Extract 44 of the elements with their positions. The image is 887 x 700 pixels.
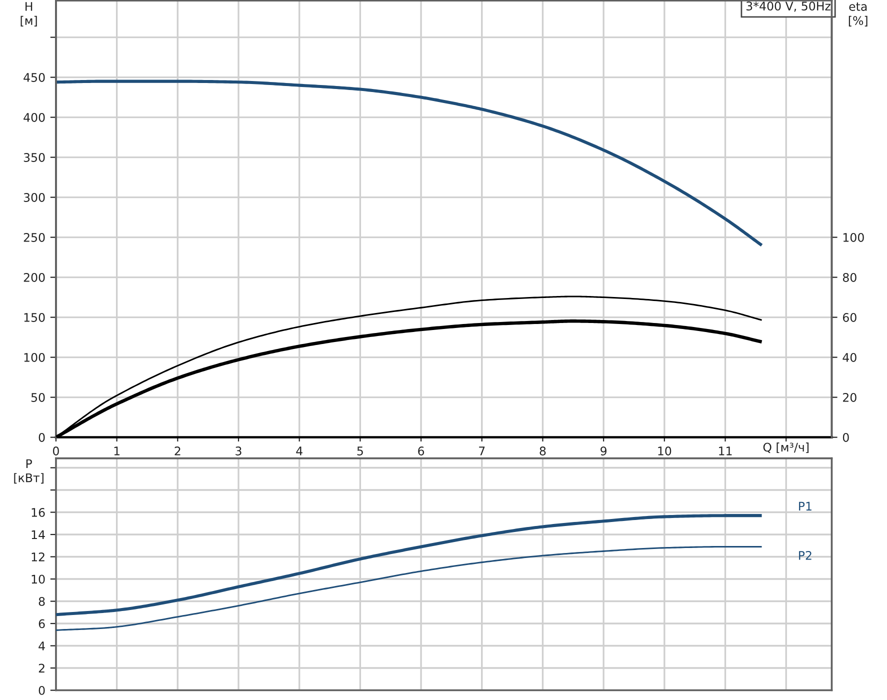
y-axis-title: H [м] [20, 2, 37, 26]
y-tick-label: 10 [32, 574, 45, 584]
x-tick-label: 6 [418, 446, 424, 456]
x-tick-label: 3 [236, 446, 242, 456]
x-tick-label: 0 [52, 446, 59, 456]
y-tick-label: 0 [38, 433, 45, 442]
annotation: 3*400 V, 50Hz [746, 2, 830, 12]
y-tick-label: 6 [38, 619, 45, 628]
x-tick-label: 1 [114, 446, 120, 456]
y-tick-label: 0 [38, 686, 45, 695]
y-tick-label: 450 [24, 73, 45, 82]
x-tick-label: 10 [658, 446, 672, 456]
x-tick-label: 7 [479, 446, 485, 456]
y-tick-label: 300 [24, 193, 45, 202]
y-axis-title: P [кВт] [14, 459, 44, 484]
x-tick-label: 2 [174, 446, 180, 456]
x-tick-label: 4 [296, 446, 302, 456]
y-tick-label: 8 [38, 596, 45, 606]
x-tick-label: 9 [600, 446, 606, 456]
y2-tick-label: 80 [842, 273, 856, 282]
y2-tick-label: 20 [843, 393, 856, 402]
y2-tick-label: 60 [842, 313, 856, 322]
y-tick-label: 50 [31, 393, 45, 402]
x-tick-label: 8 [540, 446, 546, 456]
y2-tick-label: 40 [842, 353, 856, 362]
y-tick-label: 250 [24, 233, 45, 242]
y-tick-label: 350 [24, 153, 45, 162]
y-tick-label: 200 [24, 273, 45, 282]
y2-tick-label: 0 [842, 433, 849, 442]
text: P1 [799, 502, 812, 511]
y2-tick-label: 100 [843, 233, 864, 242]
y-tick-label: 150 [24, 313, 45, 322]
y-tick-label: 2 [38, 664, 44, 673]
y-tick-label: 400 [24, 113, 45, 122]
x-tick-label: 5 [357, 446, 363, 456]
text: P2 [799, 550, 812, 560]
x-axis-title: Q [м³/ч] [763, 442, 809, 454]
y-tick-label: 16 [32, 508, 45, 517]
y-tick-label: 14 [32, 530, 45, 539]
y2-axis-title: eta [%] [848, 2, 868, 26]
y-tick-label: 12 [32, 552, 44, 562]
y-tick-label: 100 [24, 353, 45, 362]
y-tick-label: 4 [38, 642, 45, 650]
x-tick-label: 11 [719, 446, 732, 456]
